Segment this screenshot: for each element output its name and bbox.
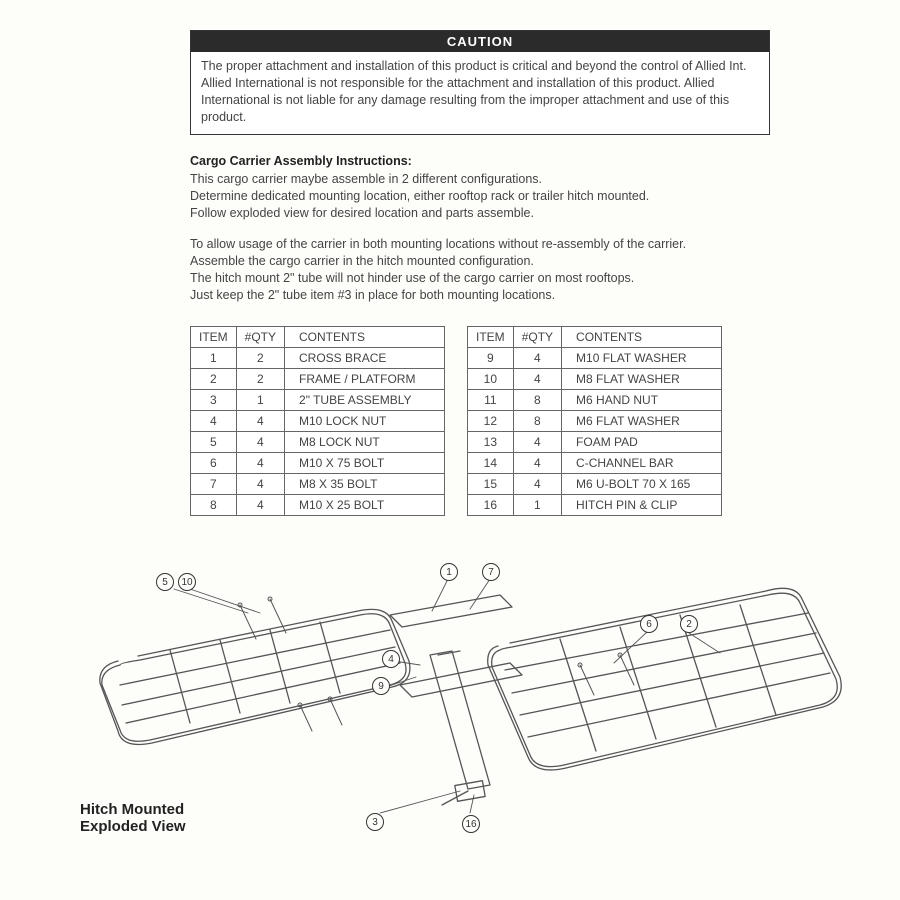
cell-contents: M10 X 75 BOLT <box>285 452 445 473</box>
cell-contents: M8 X 35 BOLT <box>285 473 445 494</box>
cell-qty: 4 <box>236 452 284 473</box>
cell-item: 1 <box>191 347 237 368</box>
callout-5: 5 <box>156 573 174 591</box>
table-row: 12CROSS BRACE <box>191 347 445 368</box>
parts-table-right: ITEM #QTY CONTENTS 94M10 FLAT WASHER104M… <box>467 326 722 516</box>
instructions-line: Determine dedicated mounting location, e… <box>190 188 770 205</box>
cell-item: 16 <box>468 494 514 515</box>
diagram-title-line: Exploded View <box>80 818 186 835</box>
cell-item: 14 <box>468 452 514 473</box>
cell-contents: M10 FLAT WASHER <box>562 347 722 368</box>
caution-heading: CAUTION <box>191 31 769 52</box>
cell-item: 8 <box>191 494 237 515</box>
instructions-line: The hitch mount 2" tube will not hinder … <box>190 270 770 287</box>
cell-qty: 4 <box>513 452 561 473</box>
cell-item: 13 <box>468 431 514 452</box>
cell-contents: 2" TUBE ASSEMBLY <box>285 389 445 410</box>
table-row: 74M8 X 35 BOLT <box>191 473 445 494</box>
cell-item: 5 <box>191 431 237 452</box>
cell-contents: M10 LOCK NUT <box>285 410 445 431</box>
cell-qty: 2 <box>236 368 284 389</box>
cell-contents: FRAME / PLATFORM <box>285 368 445 389</box>
cell-qty: 2 <box>236 347 284 368</box>
cell-qty: 4 <box>513 347 561 368</box>
table-row: 118M6 HAND NUT <box>468 389 722 410</box>
cell-qty: 4 <box>236 410 284 431</box>
cell-item: 2 <box>191 368 237 389</box>
col-header-qty: #QTY <box>513 326 561 347</box>
callout-1: 1 <box>440 563 458 581</box>
table-row: 128M6 FLAT WASHER <box>468 410 722 431</box>
callout-6: 6 <box>640 615 658 633</box>
parts-tables: ITEM #QTY CONTENTS 12CROSS BRACE22FRAME … <box>190 326 770 516</box>
caution-box: CAUTION The proper attachment and instal… <box>190 30 770 135</box>
cell-contents: M10 X 25 BOLT <box>285 494 445 515</box>
cell-contents: M6 HAND NUT <box>562 389 722 410</box>
table-row: 154M6 U-BOLT 70 X 165 <box>468 473 722 494</box>
cell-contents: M8 FLAT WASHER <box>562 368 722 389</box>
table-row: 144C-CHANNEL BAR <box>468 452 722 473</box>
cell-qty: 4 <box>236 431 284 452</box>
callout-4: 4 <box>382 650 400 668</box>
instructions-line: This cargo carrier maybe assemble in 2 d… <box>190 171 770 188</box>
instructions-line: Follow exploded view for desired locatio… <box>190 205 770 222</box>
col-header-qty: #QTY <box>236 326 284 347</box>
cell-qty: 8 <box>513 410 561 431</box>
table-row: 84M10 X 25 BOLT <box>191 494 445 515</box>
cell-contents: HITCH PIN & CLIP <box>562 494 722 515</box>
cell-qty: 4 <box>513 473 561 494</box>
cell-qty: 4 <box>513 368 561 389</box>
cell-qty: 8 <box>513 389 561 410</box>
diagram-title: Hitch Mounted Exploded View <box>80 801 186 836</box>
instructions-title: Cargo Carrier Assembly Instructions: <box>190 153 770 170</box>
instructions-line: Assemble the cargo carrier in the hitch … <box>190 253 770 270</box>
table-row: 22FRAME / PLATFORM <box>191 368 445 389</box>
exploded-view-diagram: 510 1 7 4 9 6 2 3 16 Hitch Mounted Exploded View <box>60 555 850 845</box>
callout-10: 10 <box>178 573 196 591</box>
col-header-contents: CONTENTS <box>562 326 722 347</box>
col-header-contents: CONTENTS <box>285 326 445 347</box>
cell-item: 10 <box>468 368 514 389</box>
cell-contents: M8 LOCK NUT <box>285 431 445 452</box>
cell-qty: 1 <box>236 389 284 410</box>
callout-7: 7 <box>482 563 500 581</box>
cell-contents: C-CHANNEL BAR <box>562 452 722 473</box>
table-row: 64M10 X 75 BOLT <box>191 452 445 473</box>
table-row: 94M10 FLAT WASHER <box>468 347 722 368</box>
instructions-block: Cargo Carrier Assembly Instructions: Thi… <box>190 153 770 304</box>
callout-3: 3 <box>366 813 384 831</box>
instructions-line: Just keep the 2" tube item #3 in place f… <box>190 287 770 304</box>
diagram-title-line: Hitch Mounted <box>80 801 186 818</box>
cell-item: 6 <box>191 452 237 473</box>
table-row: 312" TUBE ASSEMBLY <box>191 389 445 410</box>
instructions-line: To allow usage of the carrier in both mo… <box>190 236 770 253</box>
table-row: 134FOAM PAD <box>468 431 722 452</box>
caution-body: The proper attachment and installation o… <box>191 52 769 134</box>
callout-2: 2 <box>680 615 698 633</box>
table-row: 44M10 LOCK NUT <box>191 410 445 431</box>
cell-contents: FOAM PAD <box>562 431 722 452</box>
cell-contents: M6 U-BOLT 70 X 165 <box>562 473 722 494</box>
cell-item: 9 <box>468 347 514 368</box>
col-header-item: ITEM <box>468 326 514 347</box>
cell-qty: 4 <box>513 431 561 452</box>
cell-item: 15 <box>468 473 514 494</box>
callout-9: 9 <box>372 677 390 695</box>
table-row: 161HITCH PIN & CLIP <box>468 494 722 515</box>
parts-table-left: ITEM #QTY CONTENTS 12CROSS BRACE22FRAME … <box>190 326 445 516</box>
cell-item: 4 <box>191 410 237 431</box>
cell-qty: 4 <box>236 494 284 515</box>
cell-contents: CROSS BRACE <box>285 347 445 368</box>
cell-item: 11 <box>468 389 514 410</box>
table-row: 104M8 FLAT WASHER <box>468 368 722 389</box>
cell-item: 12 <box>468 410 514 431</box>
cell-item: 3 <box>191 389 237 410</box>
cell-qty: 1 <box>513 494 561 515</box>
cell-item: 7 <box>191 473 237 494</box>
callout-16: 16 <box>462 815 480 833</box>
table-row: 54M8 LOCK NUT <box>191 431 445 452</box>
cell-qty: 4 <box>236 473 284 494</box>
col-header-item: ITEM <box>191 326 237 347</box>
cell-contents: M6 FLAT WASHER <box>562 410 722 431</box>
